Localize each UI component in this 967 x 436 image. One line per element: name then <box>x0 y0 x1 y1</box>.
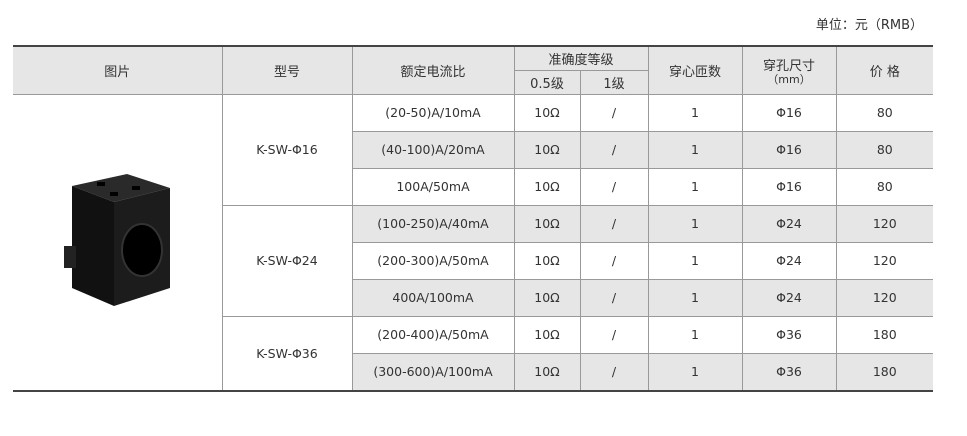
price-table: 图片 型号 额定电流比 准确度等级 穿心匝数 穿孔尺寸 （mm） 价 格 0.5级… <box>13 45 934 392</box>
acc1-cell: / <box>579 315 649 354</box>
acc05-cell: 10Ω <box>513 278 581 317</box>
acc1-cell: / <box>579 278 649 317</box>
price-cell: 80 <box>835 167 934 206</box>
unit-label: 单位：元（RMB） <box>815 18 923 33</box>
acc1-cell: / <box>579 204 649 243</box>
table-row: (200-300)A/50mA 10Ω/1 Φ24 120 <box>13 241 934 280</box>
acc05-cell: 10Ω <box>513 167 581 206</box>
product-image <box>13 93 223 391</box>
ratio-cell: (100-250)A/40mA <box>351 204 515 243</box>
turns-cell: 1 <box>647 167 743 206</box>
table-row: (300-600)A/100mA 10Ω/1 Φ36 180 <box>13 352 934 391</box>
price-cell: 120 <box>835 278 934 317</box>
header-price: 价 格 <box>835 45 934 95</box>
acc05-cell: 10Ω <box>513 241 581 280</box>
header-hole-unit: （mm） <box>767 73 811 87</box>
acc05-cell: 10Ω <box>513 352 581 391</box>
header-acc05: 0.5级 <box>514 69 581 95</box>
turns-cell: 1 <box>647 93 743 132</box>
header-hole-label: 穿孔尺寸 <box>763 59 816 75</box>
turns-cell: 1 <box>647 204 743 243</box>
acc05-cell: 10Ω <box>513 204 581 243</box>
price-cell: 80 <box>835 93 934 132</box>
current-transformer-image <box>64 173 171 306</box>
turns-cell: 1 <box>647 352 743 391</box>
price-cell: 120 <box>835 241 934 280</box>
ratio-cell: (200-400)A/50mA <box>351 315 515 354</box>
price-cell: 180 <box>835 352 934 391</box>
ratio-cell: 100A/50mA <box>352 167 515 206</box>
header-turns: 穿心匝数 <box>647 45 743 95</box>
turns-cell: 1 <box>647 130 743 169</box>
acc1-cell: / <box>579 167 649 206</box>
acc1-cell: / <box>579 130 649 169</box>
acc1-cell: / <box>579 352 649 391</box>
hole-cell: Φ36 <box>741 352 837 391</box>
hole-cell: Φ16 <box>741 130 837 169</box>
acc05-cell: 10Ω <box>513 130 581 169</box>
table-row: K-SW-Φ16 (20-50)A/10mA 10Ω/1 Φ16 80 <box>13 93 934 391</box>
table-row: 400A/100mA 10Ω/1 Φ24 120 <box>13 278 934 317</box>
model-cell: K-SW-Φ16 <box>221 93 353 206</box>
header-model: 型号 <box>221 45 353 95</box>
ratio-cell: (200-300)A/50mA <box>352 241 515 280</box>
price-cell: 120 <box>835 204 934 243</box>
hole-cell: Φ24 <box>741 278 837 317</box>
header-accuracy: 准确度等级 <box>513 45 649 71</box>
turns-cell: 1 <box>647 241 743 280</box>
header-image: 图片 <box>13 45 223 95</box>
acc1-cell: / <box>579 93 649 132</box>
price-cell: 180 <box>835 315 934 354</box>
header-hole: 穿孔尺寸 （mm） <box>741 45 837 95</box>
hole-cell: Φ24 <box>741 204 837 243</box>
ratio-cell: (300-600)A/100mA <box>352 352 515 391</box>
acc05-cell: 10Ω <box>513 315 581 354</box>
header-ratio: 额定电流比 <box>351 45 515 95</box>
hole-cell: Φ36 <box>741 315 837 354</box>
turns-cell: 1 <box>647 315 743 354</box>
table-row: (40-100)A/20mA 10Ω/1 Φ16 80 <box>13 130 934 169</box>
acc05-cell: 10Ω <box>513 93 581 132</box>
hole-cell: Φ16 <box>741 167 837 206</box>
table-row: K-SW-Φ36 (200-400)A/50mA 10Ω/1 Φ36 180 <box>13 315 934 391</box>
ratio-cell: (40-100)A/20mA <box>352 130 515 169</box>
header-acc1: 1级 <box>579 69 649 95</box>
ratio-cell: 400A/100mA <box>352 278 515 317</box>
hole-cell: Φ16 <box>741 93 837 132</box>
model-cell: K-SW-Φ24 <box>222 204 353 317</box>
hole-cell: Φ24 <box>741 241 837 280</box>
acc1-cell: / <box>579 241 649 280</box>
ratio-cell: (20-50)A/10mA <box>351 93 515 132</box>
price-cell: 80 <box>835 130 934 169</box>
turns-cell: 1 <box>647 278 743 317</box>
model-cell: K-SW-Φ36 <box>222 315 353 391</box>
